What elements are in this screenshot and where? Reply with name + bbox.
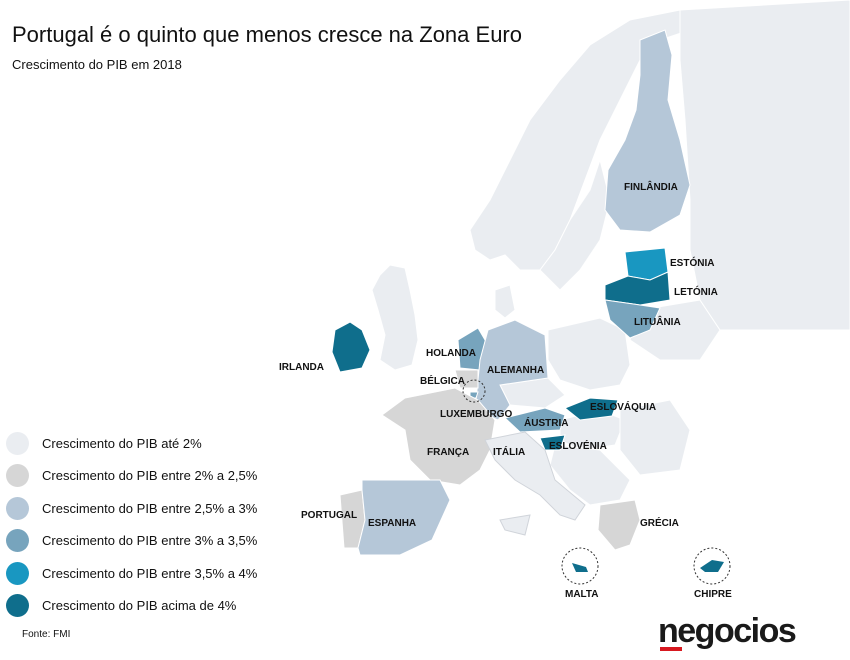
label-lituania: LITUÂNIA (634, 315, 681, 328)
label-grecia: GRÉCIA (640, 516, 679, 529)
legend-swatch (6, 431, 29, 455)
legend-swatch (6, 529, 29, 553)
map-subtitle: Crescimento do PIB em 2018 (12, 57, 182, 72)
label-estonia: ESTÓNIA (670, 256, 714, 269)
legend-label: Crescimento do PIB entre 3,5% a 4% (42, 565, 258, 581)
label-portugal: PORTUGAL (301, 510, 357, 521)
legend-item: Crescimento do PIB entre 3% a 3,5% (6, 525, 257, 558)
label-malta: MALTA (565, 589, 599, 600)
romania-shape (619, 399, 691, 476)
label-alemanha: ALEMANHA (487, 365, 544, 376)
label-italia: ITÁLIA (493, 445, 525, 458)
legend-swatch (6, 496, 29, 520)
label-finlandia: FINLÂNDIA (624, 180, 678, 193)
label-eslovenia: ESLOVÉNIA (549, 439, 607, 452)
lithuania-shape (604, 299, 661, 339)
germany-shape (474, 319, 549, 421)
label-franca: FRANÇA (427, 447, 469, 458)
legend-item: Crescimento do PIB acima de 4% (6, 590, 257, 623)
balkans-shape (549, 444, 631, 506)
malta-inset (561, 547, 599, 585)
logo-text: negocios (658, 612, 797, 650)
cyprus-shape (700, 560, 724, 572)
legend-item: Crescimento do PIB entre 2,5% a 3% (6, 492, 257, 525)
cyprus-inset (693, 547, 731, 585)
label-irlanda: IRLANDA (279, 362, 324, 373)
slovenia-shape (539, 434, 566, 451)
legend-item: Crescimento do PIB até 2% (6, 427, 257, 460)
source-note: Fonte: FMI (22, 629, 71, 640)
russia-shape (679, 0, 850, 331)
map-title: Portugal é o quinto que menos cresce na … (12, 22, 522, 47)
label-eslovaquia: ESLOVÁQUIA (590, 400, 656, 413)
slovakia-shape (564, 397, 619, 421)
legend-item: Crescimento do PIB entre 2% a 2,5% (6, 460, 257, 493)
legend-label: Crescimento do PIB entre 3% a 3,5% (42, 533, 258, 549)
belgium-lux-inset (462, 379, 486, 403)
label-belgica: BÉLGICA (420, 374, 465, 387)
legend: Crescimento do PIB até 2% Crescimento do… (6, 427, 257, 622)
legend-item: Crescimento do PIB entre 3,5% a 4% (6, 557, 257, 590)
denmark-shape (494, 284, 516, 319)
label-espanha: ESPANHA (368, 518, 416, 529)
malta-shape (572, 563, 588, 572)
uk-shape (371, 264, 419, 371)
label-letonia: LETÓNIA (674, 285, 718, 298)
sweden-shape (539, 158, 611, 291)
greece-shape (597, 499, 641, 551)
legend-label: Crescimento do PIB até 2% (42, 435, 202, 451)
austria-shape (503, 407, 566, 433)
poland-shape (547, 317, 631, 391)
legend-label: Crescimento do PIB entre 2% a 2,5% (42, 468, 258, 484)
label-austria: ÁUSTRIA (524, 416, 568, 429)
legend-label: Crescimento do PIB entre 2,5% a 3% (42, 500, 258, 516)
finland-shape (604, 29, 691, 233)
legend-swatch (6, 561, 29, 585)
spain-shape (357, 479, 451, 556)
negocios-logo[interactable]: negocios (658, 612, 797, 651)
ireland-shape (331, 321, 371, 373)
legend-label: Crescimento do PIB acima de 4% (42, 598, 237, 614)
italy-shape (484, 431, 586, 536)
legend-swatch (6, 464, 29, 488)
belgium-shape (454, 369, 479, 389)
france-shape (381, 387, 496, 486)
logo-accent-bar (660, 647, 682, 651)
label-luxemburgo: LUXEMBURGO (440, 409, 512, 420)
label-chipre: CHIPRE (694, 589, 732, 600)
legend-swatch (6, 594, 29, 618)
scandinavia-shape (469, 9, 691, 271)
label-holanda: HOLANDA (426, 348, 476, 359)
